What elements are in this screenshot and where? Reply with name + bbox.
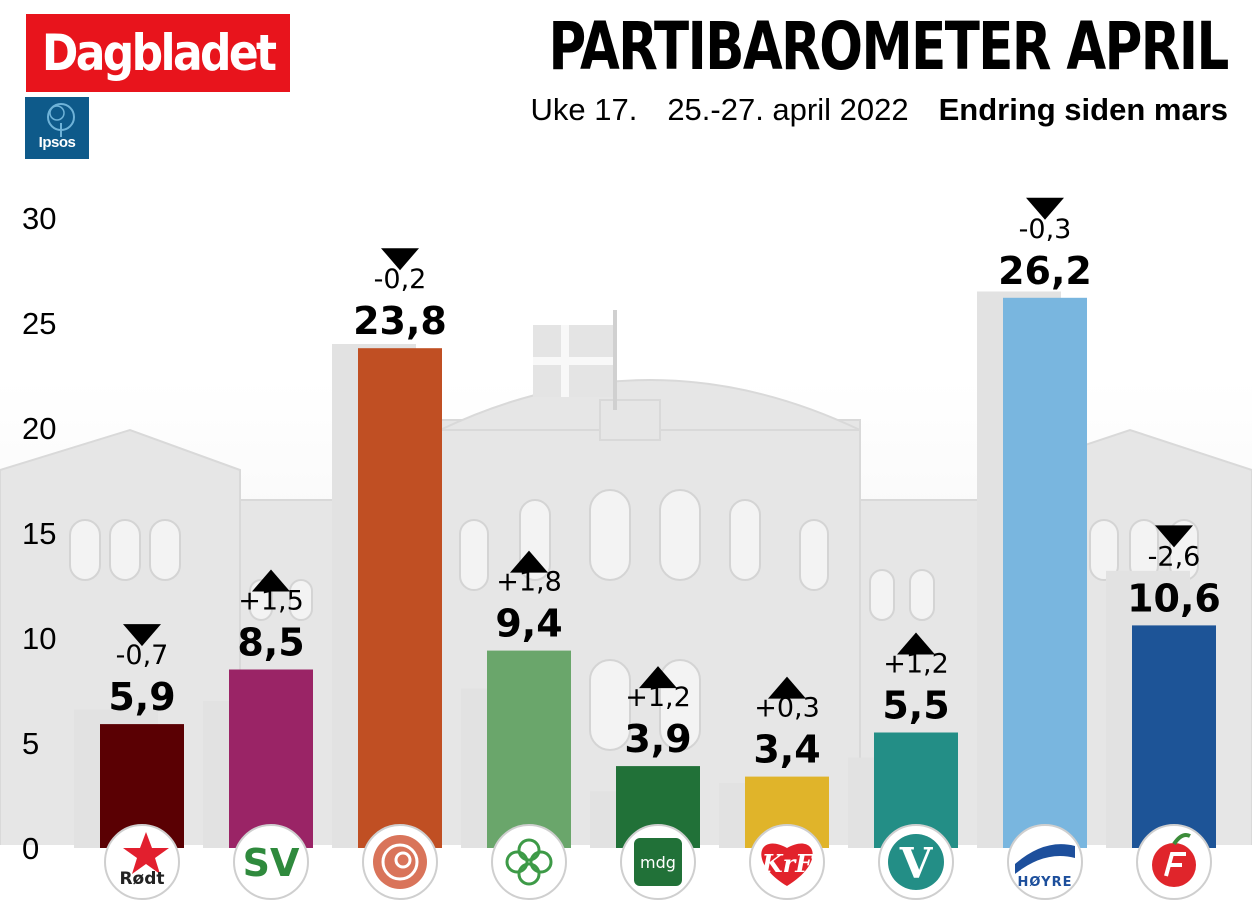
y-tick-label: 5 — [22, 726, 39, 761]
chart-title: PARTIBAROMETER APRIL — [548, 8, 1230, 85]
clover-leaf — [517, 838, 541, 862]
arrow-up-icon — [252, 569, 290, 592]
rose-icon — [373, 835, 427, 889]
value-bar — [1132, 625, 1216, 848]
value-bar — [229, 669, 313, 848]
value-label: 9,4 — [495, 602, 562, 646]
y-tick-label: 0 — [22, 831, 39, 866]
arrow-down-icon — [381, 248, 419, 271]
value-label: 26,2 — [998, 249, 1092, 293]
value-bar — [358, 348, 442, 848]
y-tick-label: 30 — [22, 201, 56, 236]
tree-icon — [47, 103, 75, 137]
value-label: 5,5 — [882, 684, 949, 728]
date-range: 25.-27. april 2022 — [667, 92, 909, 127]
party-logo-text: HØYRE — [1017, 875, 1072, 890]
y-tick-label: 10 — [22, 621, 56, 656]
party-logo-text: SV — [243, 841, 300, 885]
arrow-down-icon — [1155, 525, 1193, 548]
ipsos-logo-text: Ipsos — [38, 134, 76, 151]
party-logo-text: KrF — [761, 849, 815, 878]
value-label: 3,4 — [753, 728, 820, 772]
week-label: Uke 17. — [530, 92, 638, 127]
party-logo-text: mdg — [640, 853, 676, 872]
value-label: 10,6 — [1127, 576, 1221, 620]
arrow-down-icon — [123, 624, 161, 647]
flag-illustration — [533, 310, 617, 410]
arrow-up-icon — [768, 676, 806, 699]
value-bar — [487, 650, 571, 848]
party-logo — [491, 824, 567, 900]
party-logo-text: Rødt — [119, 869, 164, 889]
clover-leaf — [517, 862, 541, 886]
arrow-up-icon — [510, 550, 548, 573]
party-logo — [233, 824, 309, 900]
value-label: 3,9 — [624, 717, 691, 761]
y-tick-label: 20 — [22, 411, 56, 446]
y-tick-label: 15 — [22, 516, 56, 551]
party-logo — [1007, 824, 1083, 900]
clover-leaf — [529, 850, 553, 874]
party-logo-text: V — [899, 839, 934, 888]
y-tick-label: 25 — [22, 306, 56, 341]
clover-leaf — [505, 850, 529, 874]
rose-petal — [381, 843, 419, 881]
dagbladet-logo-text: Dagbladet — [41, 24, 277, 82]
value-bar — [1003, 297, 1087, 848]
rose-petal — [394, 851, 412, 869]
dagbladet-logo: Dagbladet — [26, 14, 290, 92]
chart-subtitle: Uke 17. 25.-27. april 2022 Endring siden… — [530, 92, 1228, 128]
heart-icon — [761, 843, 813, 886]
value-label: 8,5 — [237, 621, 304, 665]
change-legend: Endring siden mars — [938, 92, 1228, 127]
arrow-down-icon — [1026, 197, 1064, 220]
value-label: 5,9 — [108, 675, 175, 719]
star-icon — [123, 832, 169, 874]
arrow-up-icon — [897, 632, 935, 655]
mdg-logo-box — [634, 838, 682, 886]
apple-leaf — [1172, 833, 1191, 846]
apple-letter-mark — [1164, 852, 1186, 877]
arrow-up-icon — [639, 666, 677, 689]
value-label: 23,8 — [353, 299, 447, 343]
ipsos-logo: Ipsos — [25, 97, 89, 159]
v-logo-circle — [888, 834, 944, 890]
flag-icon — [1015, 844, 1075, 874]
